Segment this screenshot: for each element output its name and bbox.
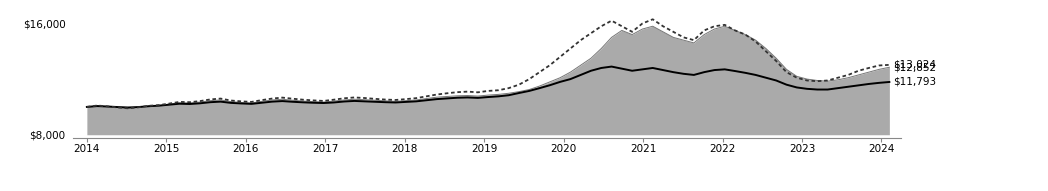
Text: $11,793: $11,793 bbox=[893, 77, 937, 87]
Text: $13,024: $13,024 bbox=[893, 60, 936, 70]
Text: $12,852: $12,852 bbox=[893, 62, 937, 72]
